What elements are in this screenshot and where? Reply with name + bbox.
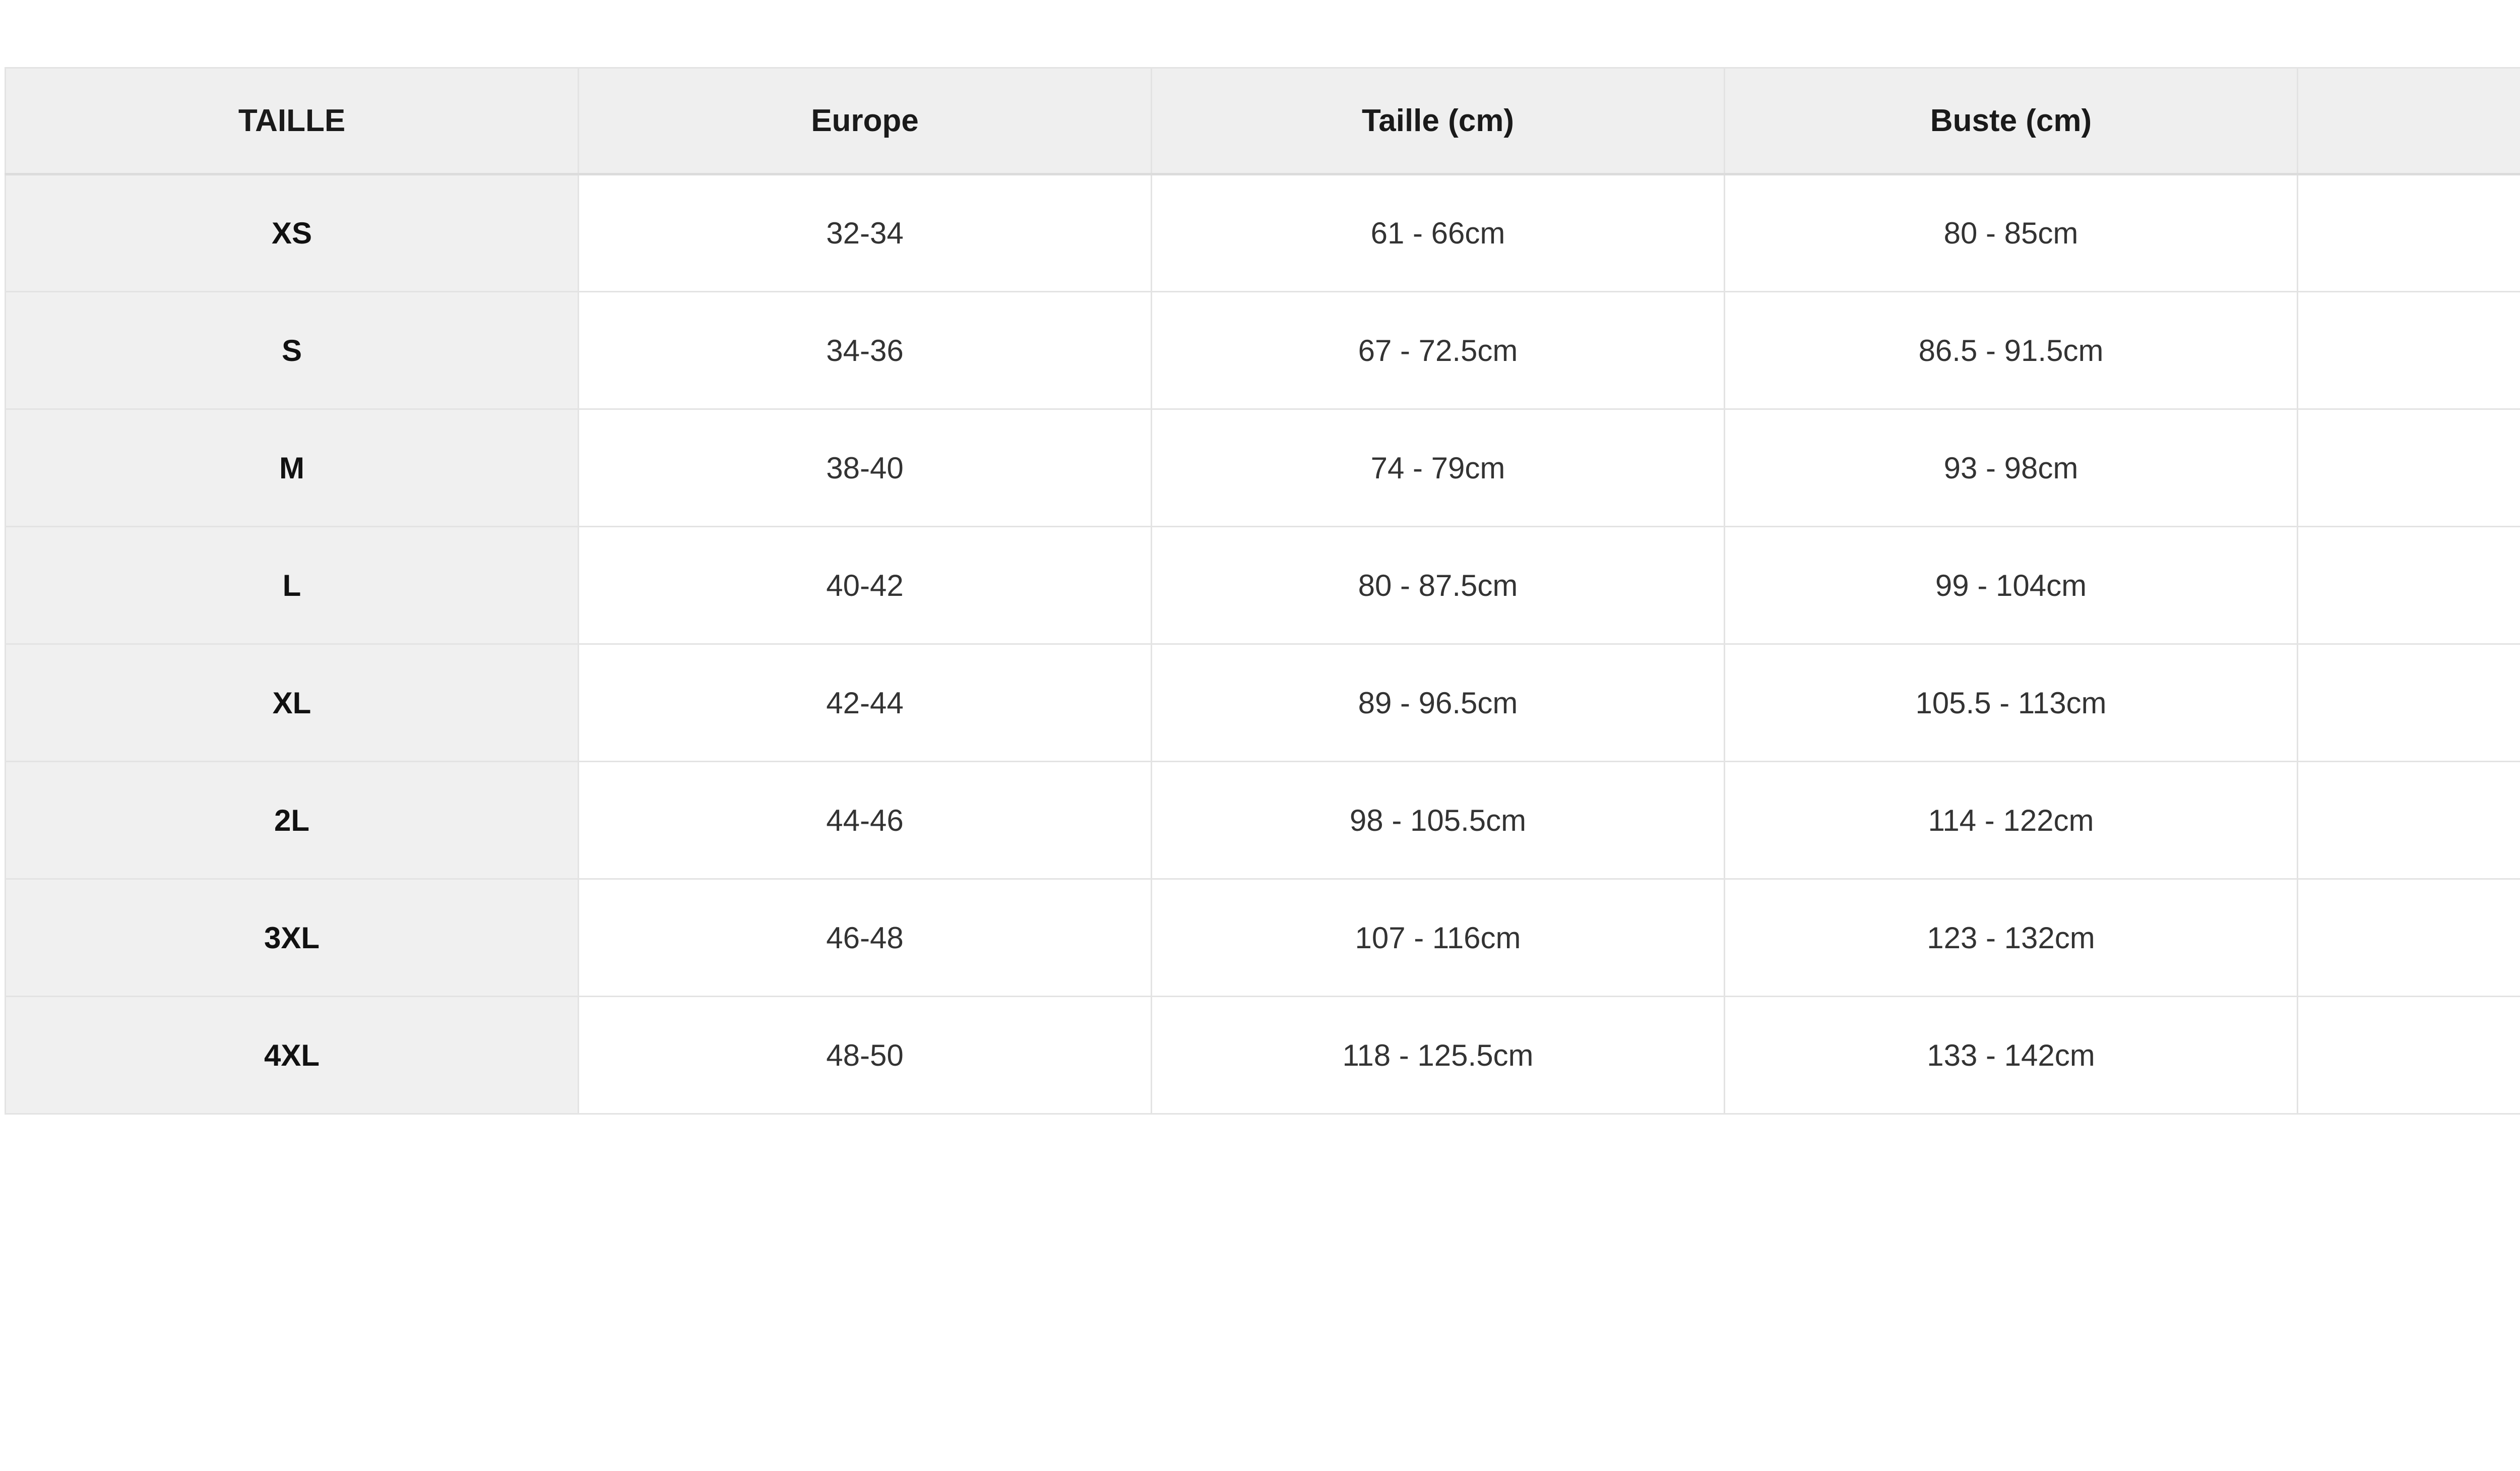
taille-cm-cell: 89 - 96.5cm [1151,643,1725,762]
header-row: TAILLE Europe Taille (cm) Buste (cm) US/… [5,67,2520,175]
europe-cell: 42-44 [578,643,1152,762]
europe-cell: 32-34 [578,173,1152,292]
europe-cell: 46-48 [578,878,1152,997]
buste-cm-cell: 99 - 104cm [1724,526,2298,645]
us-ca-cell: 6-8 [2297,408,2520,527]
table-row-2l: 2L 44-46 98 - 105.5cm 114 - 122cm 12-14 [5,761,2520,880]
size-label-cell: S [5,291,579,410]
table-row-xl: XL 42-44 89 - 96.5cm 105.5 - 113cm 10-12 [5,643,2520,762]
size-chart-table: TAILLE Europe Taille (cm) Buste (cm) US/… [5,67,2520,1115]
table-row-s: S 34-36 67 - 72.5cm 86.5 - 91.5cm 4-6 [5,291,2520,410]
europe-cell: 40-42 [578,526,1152,645]
column-header-us-ca: US/CA [2297,67,2520,175]
europe-cell: 44-46 [578,761,1152,880]
taille-cm-cell: 67 - 72.5cm [1151,291,1725,410]
taille-cm-cell: 118 - 125.5cm [1151,996,1725,1115]
buste-cm-cell: 123 - 132cm [1724,878,2298,997]
table-row-m: M 38-40 74 - 79cm 93 - 98cm 6-8 [5,408,2520,527]
table-row-3xl: 3XL 46-48 107 - 116cm 123 - 132cm 20-22 [5,878,2520,997]
taille-cm-cell: 107 - 116cm [1151,878,1725,997]
table-row-xs: XS 32-34 61 - 66cm 80 - 85cm 0-2 [5,173,2520,292]
size-label-cell: XS [5,173,579,292]
taille-cm-cell: 61 - 66cm [1151,173,1725,292]
us-ca-cell: 12-14 [2297,761,2520,880]
size-label-cell: XL [5,643,579,762]
taille-cm-cell: 80 - 87.5cm [1151,526,1725,645]
us-ca-cell: 0-2 [2297,173,2520,292]
column-header-taille: TAILLE [5,67,579,175]
us-ca-cell: 4-6 [2297,291,2520,410]
size-label-cell: 3XL [5,878,579,997]
us-ca-cell: 24-26 [2297,996,2520,1115]
us-ca-cell: 20-22 [2297,878,2520,997]
europe-cell: 34-36 [578,291,1152,410]
size-label-cell: M [5,408,579,527]
taille-cm-cell: 98 - 105.5cm [1151,761,1725,880]
size-label-cell: 4XL [5,996,579,1115]
column-header-taille-cm: Taille (cm) [1151,67,1725,175]
europe-cell: 38-40 [578,408,1152,527]
size-chart-section: TAILLE Europe Taille (cm) Buste (cm) US/… [5,67,2520,1115]
us-ca-cell: 10-12 [2297,643,2520,762]
taille-cm-cell: 74 - 79cm [1151,408,1725,527]
europe-cell: 48-50 [578,996,1152,1115]
buste-cm-cell: 93 - 98cm [1724,408,2298,527]
buste-cm-cell: 105.5 - 113cm [1724,643,2298,762]
buste-cm-cell: 80 - 85cm [1724,173,2298,292]
buste-cm-cell: 86.5 - 91.5cm [1724,291,2298,410]
table-row-4xl: 4XL 48-50 118 - 125.5cm 133 - 142cm 24-2… [5,996,2520,1115]
buste-cm-cell: 114 - 122cm [1724,761,2298,880]
table-row-l: L 40-42 80 - 87.5cm 99 - 104cm 8-10 [5,526,2520,645]
size-label-cell: L [5,526,579,645]
column-header-europe: Europe [578,67,1152,175]
column-header-buste-cm: Buste (cm) [1724,67,2298,175]
size-label-cell: 2L [5,761,579,880]
buste-cm-cell: 133 - 142cm [1724,996,2298,1115]
us-ca-cell: 8-10 [2297,526,2520,645]
